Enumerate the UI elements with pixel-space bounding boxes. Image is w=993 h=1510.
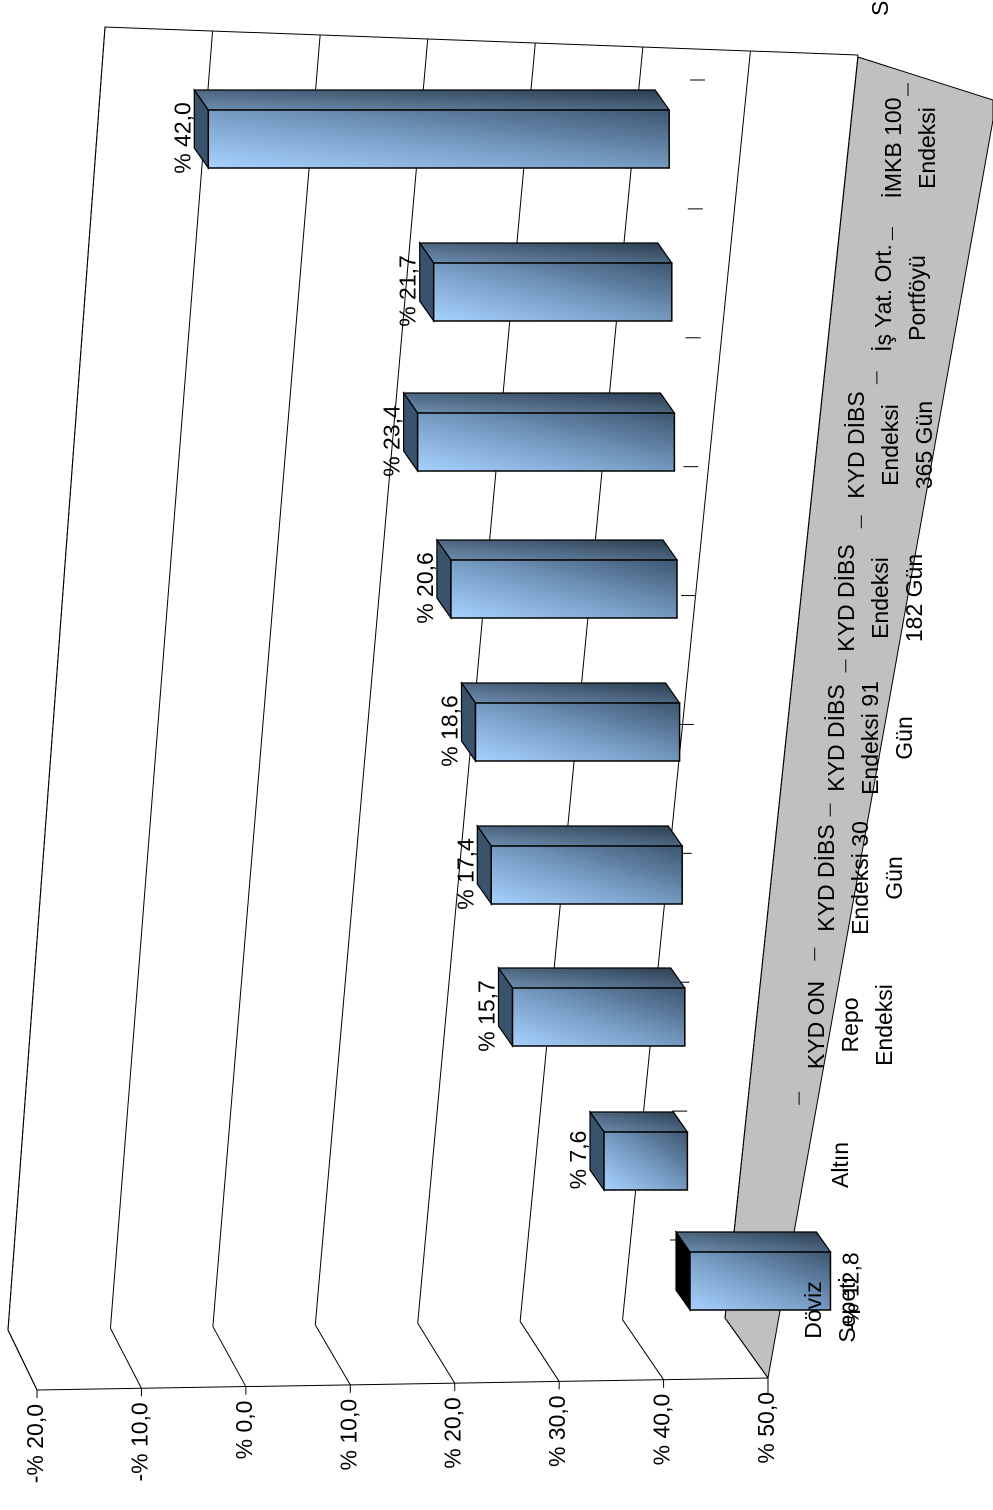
bar: [674, 1230, 832, 1312]
bar: [435, 538, 679, 620]
data-label: % 7,6: [565, 1131, 591, 1190]
category-label: KYD ON Repo Endeksi: [803, 981, 897, 1069]
data-label: -% 12,8: [837, 1252, 863, 1331]
zero-back-edge: [724, 54, 859, 1319]
bar-top-face: [193, 89, 671, 111]
data-label: % 18,6: [436, 695, 462, 767]
bar: [418, 241, 673, 323]
data-label: % 20,6: [412, 552, 438, 624]
data-label: % 17,4: [452, 838, 478, 910]
data-label: % 21,7: [395, 255, 421, 327]
y-tick-label: -% 20,0: [22, 1404, 48, 1483]
bar: [402, 391, 676, 473]
category-label: İMKB 100 Endeksi: [880, 98, 940, 199]
bar-front-face: [511, 987, 686, 1047]
bar-front-face: [207, 109, 670, 169]
bar-front-face: [450, 559, 678, 619]
category-label: Döviz Sepeti: [800, 1277, 860, 1342]
bar-top-face: [402, 392, 676, 414]
y-tick-label: % 30,0: [544, 1395, 570, 1467]
bar: [588, 1110, 689, 1192]
bar-top-face: [476, 825, 684, 847]
bar: [497, 966, 686, 1048]
grid-depth-line: [212, 1326, 247, 1387]
value-axis-line: [36, 1377, 769, 1391]
y-tick-label: % 40,0: [649, 1394, 675, 1466]
category-label: KYD DİBS Endeksi 91 Gün: [823, 681, 917, 795]
bar-front-face: [416, 412, 676, 472]
back-wall-outline: [7, 26, 859, 1331]
bar: [476, 824, 684, 906]
grid-depth-line: [417, 1322, 456, 1384]
y-tick-label: % 10,0: [335, 1399, 361, 1471]
corner-label: S: [867, 1, 893, 16]
category-label: KYD DİBS Endeksi 365 Gün: [843, 391, 937, 498]
bar-top-face: [497, 967, 686, 989]
labels: -% 20,0 -% 10,0 % 0,0 % 10,0 % 20,0 % 30,0 % 4…: [22, 1, 940, 1484]
grid-line: [7, 26, 106, 1331]
bar-front-face: [689, 1251, 832, 1311]
category-label: KYD DİBS Endeksi 182 Gün: [833, 544, 927, 651]
bar-front-face: [474, 702, 681, 762]
grid-line: [622, 50, 751, 1320]
bar-front-face: [603, 1131, 689, 1191]
bar-top-face: [460, 682, 681, 704]
grid-line: [212, 34, 321, 1327]
grid-depth-line: [314, 1324, 351, 1386]
bar-top-face: [588, 1111, 689, 1133]
category-label: İş Yat. Ort. Portföyü: [870, 244, 930, 352]
bars: [193, 88, 832, 1312]
y-tick-label: % 0,0: [231, 1401, 257, 1460]
category-label: Altın: [827, 1142, 853, 1188]
category-label: KYD DİBS Endeksi 30 Gün: [813, 821, 907, 935]
data-label: % 42,0: [169, 102, 195, 174]
bar-top-face: [435, 539, 679, 561]
bar: [460, 681, 681, 763]
bar-front-face: [432, 262, 673, 322]
bar-front-face: [490, 845, 683, 905]
bar-top-face: [418, 242, 673, 264]
grid-depth-line: [724, 1317, 769, 1379]
data-label: % 23,4: [379, 405, 405, 477]
y-tick-label: -% 10,0: [126, 1402, 152, 1481]
bar-top-face: [674, 1231, 832, 1253]
y-tick-label: % 50,0: [753, 1392, 779, 1464]
grid-line: [314, 38, 429, 1325]
y-tick-label: % 20,0: [440, 1397, 466, 1469]
grid-depth-line: [109, 1328, 142, 1389]
grid-depth-line: [622, 1319, 664, 1380]
grid-line: [109, 30, 214, 1329]
bar: [193, 88, 671, 170]
grid-depth-line: [519, 1321, 560, 1382]
data-label: % 15,7: [474, 980, 500, 1052]
grid-depth-line: [7, 1329, 38, 1391]
